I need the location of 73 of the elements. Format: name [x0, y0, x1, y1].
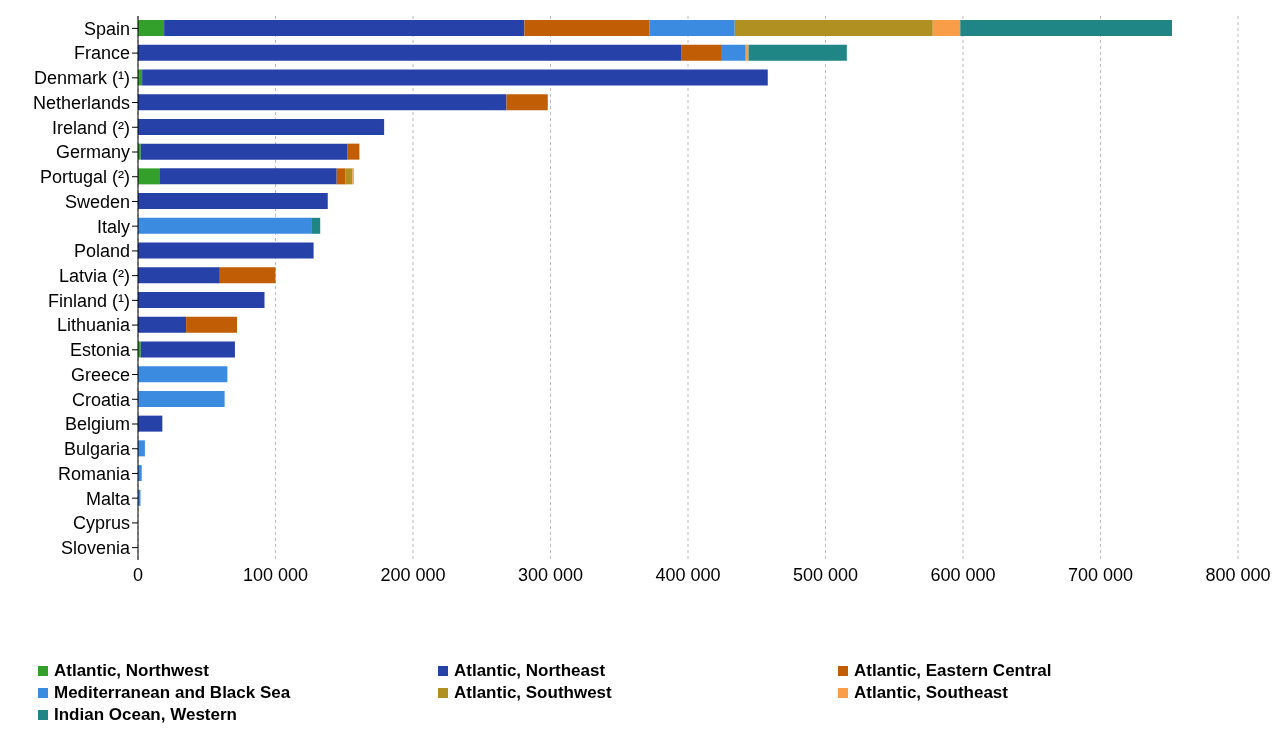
- bar: [960, 20, 1172, 36]
- bar: [138, 292, 265, 308]
- legend-label: Mediterranean and Black Sea: [54, 682, 291, 704]
- y-tick-label: Poland: [73, 241, 130, 262]
- y-tick-label: Netherlands: [32, 92, 130, 113]
- y-tick-label: Slovenia: [60, 538, 131, 559]
- bar: [748, 44, 847, 61]
- x-tick-label: 200 000: [380, 564, 446, 585]
- legend-label: Atlantic, Northwest: [54, 660, 209, 682]
- y-tick-label: Cyprus: [72, 513, 130, 534]
- y-tick-label: Malta: [85, 488, 131, 509]
- x-tick-label: 800 000: [1205, 564, 1271, 585]
- bar: [186, 316, 237, 333]
- y-tick-label: Belgium: [64, 414, 130, 435]
- y-tick-label: Greece: [70, 364, 130, 385]
- bar: [160, 168, 337, 185]
- bar: [721, 44, 746, 61]
- bar: [140, 143, 348, 160]
- bar: [138, 242, 314, 259]
- bar: [138, 94, 507, 111]
- legend-label: Indian Ocean, Western: [54, 704, 237, 726]
- bar: [734, 20, 933, 36]
- bar: [138, 366, 228, 383]
- bar: [311, 217, 321, 234]
- legend-label: Atlantic, Eastern Central: [854, 660, 1052, 682]
- y-tick-label: Croatia: [71, 389, 131, 410]
- y-tick-label: Estonia: [69, 340, 131, 361]
- bar: [164, 20, 525, 36]
- bar: [745, 44, 749, 61]
- y-tick-label: Spain: [83, 18, 130, 39]
- x-tick-label: 600 000: [930, 564, 996, 585]
- y-tick-label: Germany: [55, 142, 130, 163]
- bar: [140, 341, 235, 358]
- bar: [138, 44, 682, 61]
- y-tick-label: Sweden: [64, 191, 130, 212]
- bar: [219, 267, 276, 284]
- y-tick-label: Portugal (²): [39, 167, 130, 188]
- y-tick-label: Romania: [57, 463, 131, 484]
- bar: [336, 168, 346, 185]
- bar: [932, 20, 961, 36]
- y-tick-label: Italy: [96, 216, 130, 237]
- legend-label: Atlantic, Southwest: [454, 682, 612, 704]
- bar: [138, 267, 220, 284]
- x-tick-label: 500 000: [792, 564, 859, 585]
- bar: [138, 118, 385, 135]
- bar: [649, 20, 735, 36]
- y-tick-label: Lithuania: [56, 315, 131, 336]
- x-tick-label: 0: [132, 564, 144, 585]
- bar: [138, 390, 225, 407]
- y-tick-label: Denmark (¹): [33, 68, 130, 89]
- bar: [345, 168, 353, 185]
- y-tick-label: Bulgaria: [63, 439, 131, 460]
- bar: [524, 20, 650, 36]
- x-tick-label: 700 000: [1067, 564, 1134, 585]
- bar: [138, 168, 160, 185]
- x-tick-label: 300 000: [517, 564, 584, 585]
- y-tick-label: Ireland (²): [51, 117, 130, 138]
- legend-label: Atlantic, Northeast: [454, 660, 606, 682]
- bar: [138, 217, 312, 234]
- x-tick-label: 100 000: [242, 564, 309, 585]
- bar: [142, 69, 768, 86]
- y-tick-label: Finland (¹): [47, 290, 130, 311]
- legend-label: Atlantic, Southeast: [854, 682, 1008, 704]
- y-tick-label: France: [73, 43, 130, 64]
- bar: [138, 415, 163, 432]
- x-tick-label: 400 000: [655, 564, 721, 585]
- bar: [347, 143, 360, 160]
- bar: [138, 316, 187, 333]
- bar: [138, 20, 165, 36]
- bar: [138, 193, 328, 210]
- bar: [506, 94, 548, 111]
- bar: [681, 44, 721, 61]
- y-tick-label: Latvia (²): [58, 266, 130, 287]
